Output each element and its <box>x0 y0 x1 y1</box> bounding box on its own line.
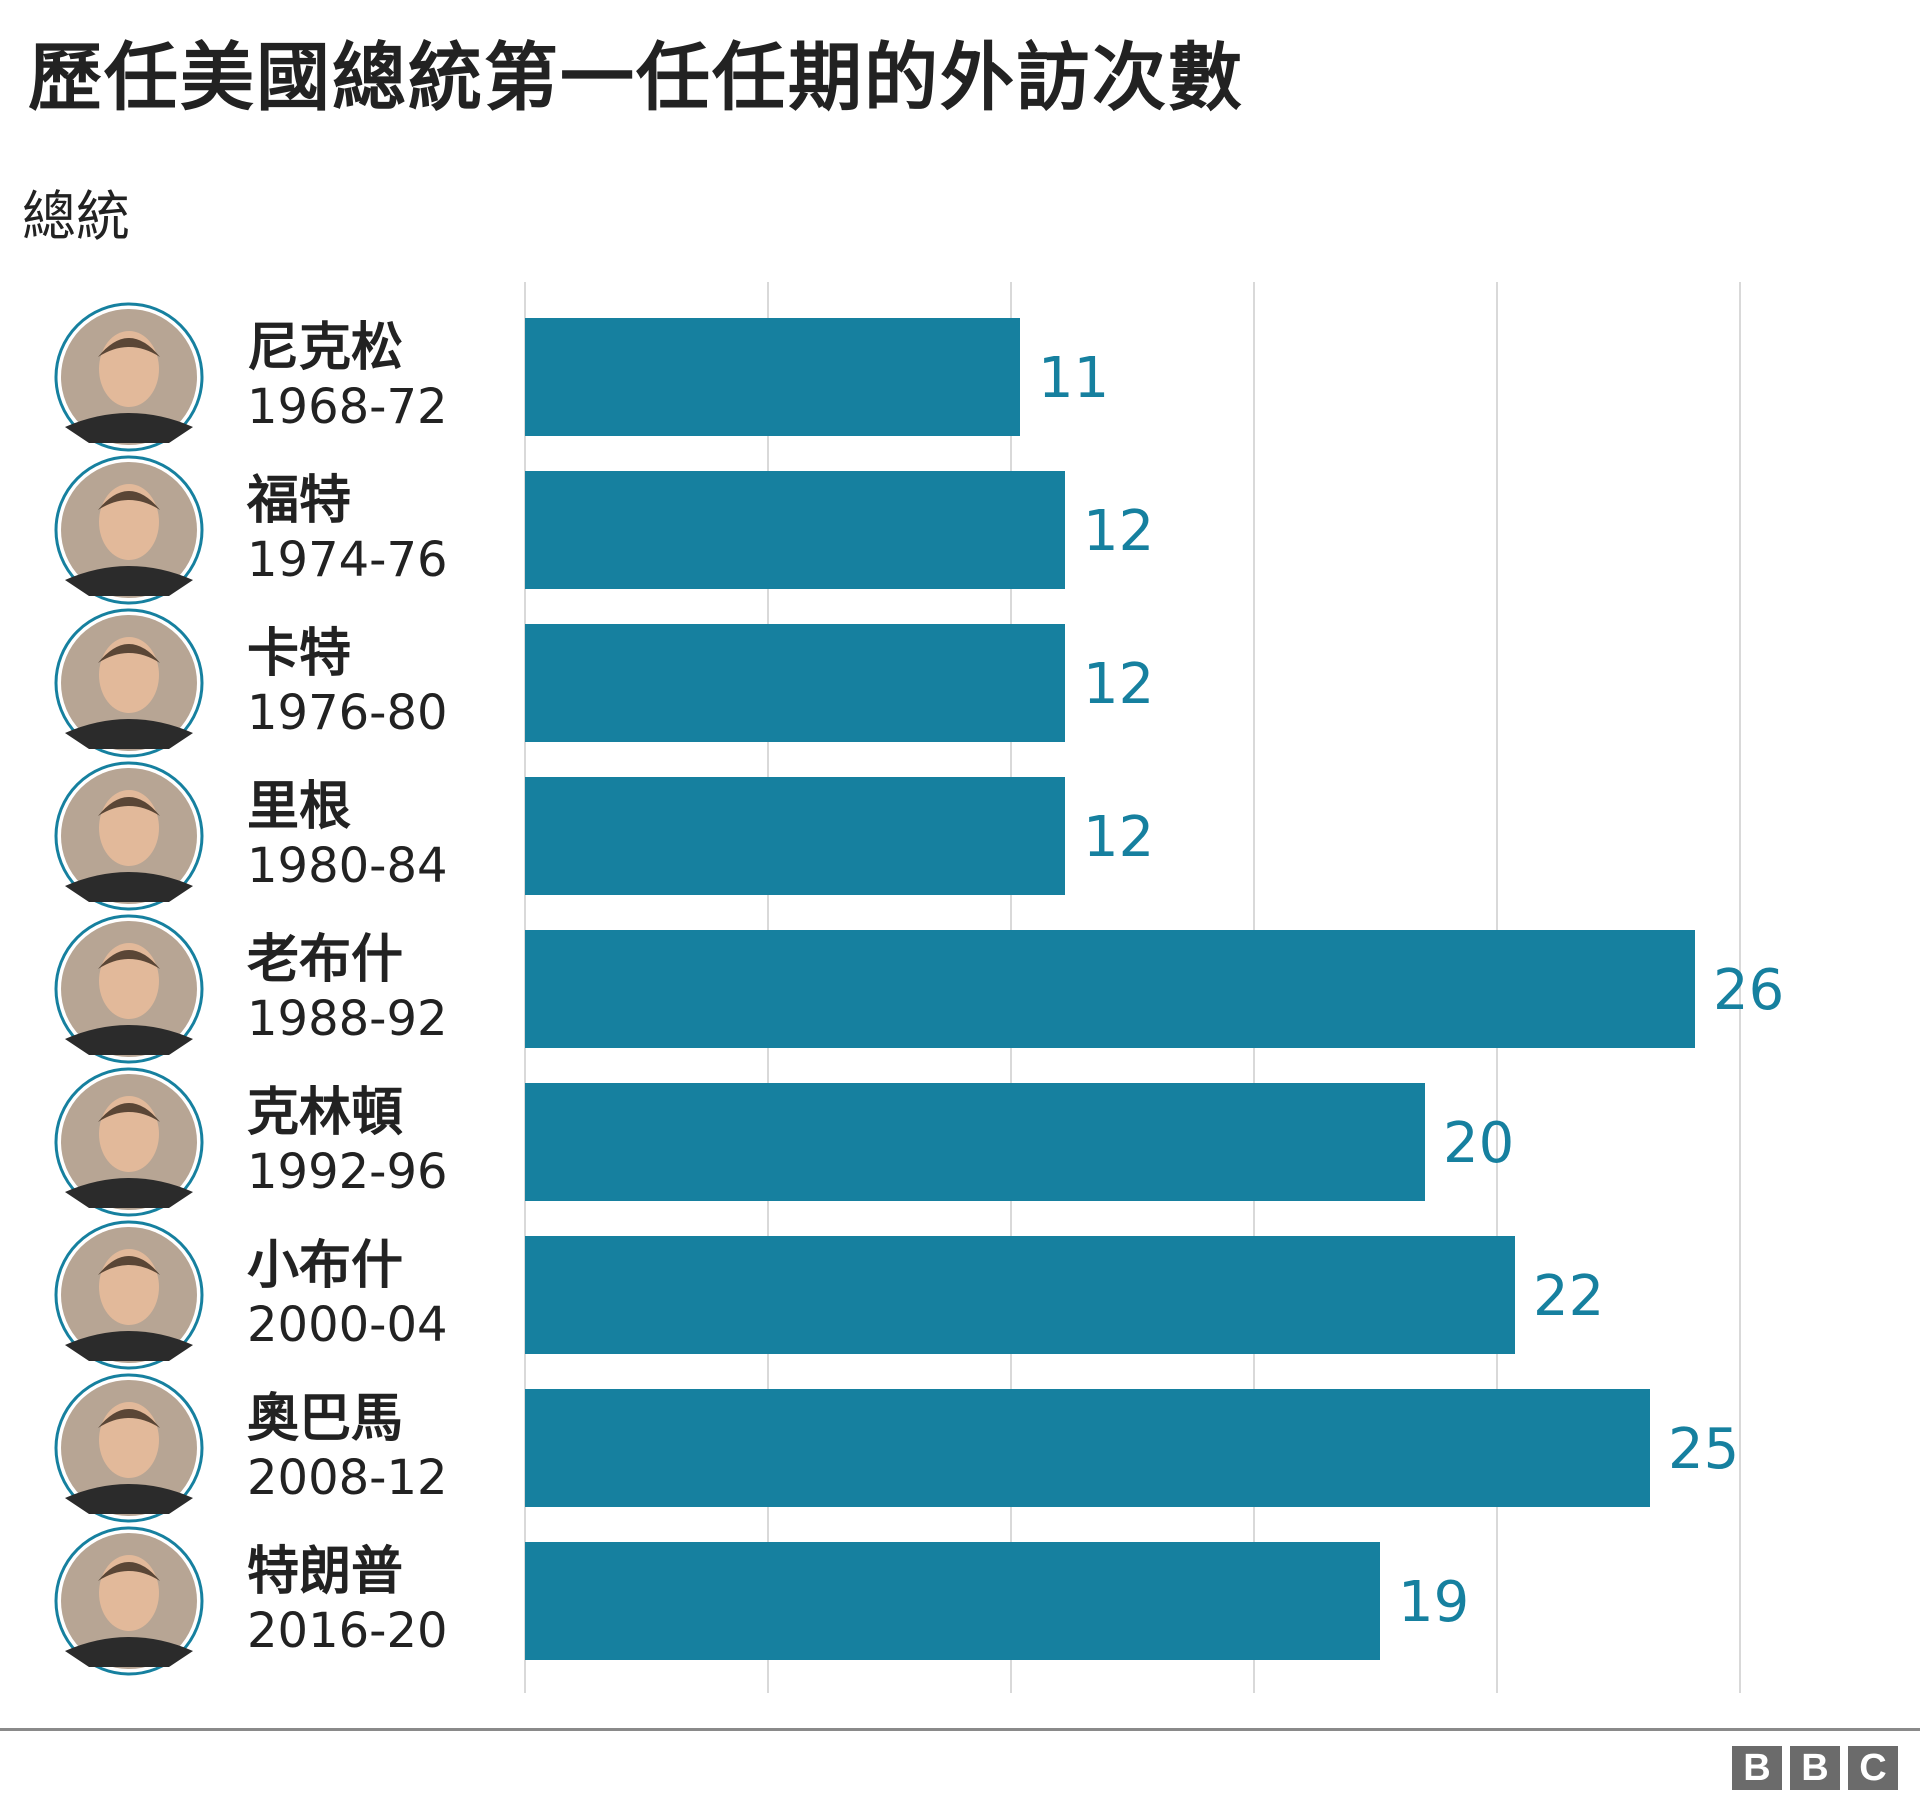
value-label: 19 <box>1398 1570 1469 1635</box>
president-avatar <box>54 608 204 758</box>
term-years: 1980-84 <box>247 838 448 894</box>
president-name: 尼克松 <box>247 318 403 378</box>
president-name: 特朗普 <box>247 1542 403 1602</box>
bar <box>525 318 1020 436</box>
term-years: 1976-80 <box>247 685 448 741</box>
president-avatar <box>54 1526 204 1676</box>
president-avatar <box>54 914 204 1064</box>
president-name: 小布什 <box>247 1236 403 1296</box>
chart-title: 歷任美國總統第一任任期的外訪次數 <box>28 35 1244 121</box>
president-column-label: 總統 <box>22 185 130 248</box>
value-label: 22 <box>1533 1264 1604 1329</box>
bar <box>525 1542 1380 1660</box>
president-avatar <box>54 1373 204 1523</box>
president-avatar <box>54 302 204 452</box>
term-years: 1968-72 <box>247 379 448 435</box>
bar <box>525 1236 1515 1354</box>
value-label: 26 <box>1713 958 1784 1023</box>
value-label: 20 <box>1443 1111 1514 1176</box>
president-name: 奧巴馬 <box>247 1389 403 1449</box>
president-name: 克林頓 <box>247 1083 403 1143</box>
value-label: 25 <box>1668 1417 1739 1482</box>
value-label: 12 <box>1083 805 1154 870</box>
bar <box>525 471 1065 589</box>
bar <box>525 1389 1650 1507</box>
president-avatar <box>54 1220 204 1370</box>
footer-divider <box>0 1728 1920 1731</box>
president-name: 福特 <box>246 471 351 531</box>
bbc-logo-letter: C <box>1848 1746 1898 1790</box>
value-label: 12 <box>1083 499 1154 564</box>
president-name: 老布什 <box>247 930 403 990</box>
term-years: 2008-12 <box>247 1450 448 1506</box>
bar <box>525 777 1065 895</box>
term-years: 2000-04 <box>247 1297 448 1353</box>
president-name: 里根 <box>247 777 351 837</box>
term-years: 2016-20 <box>247 1603 448 1659</box>
president-avatar <box>54 455 204 605</box>
president-avatar <box>54 761 204 911</box>
bbc-logo: B B C <box>1732 1746 1898 1790</box>
term-years: 1988-92 <box>247 991 448 1047</box>
bbc-logo-letter: B <box>1732 1746 1782 1790</box>
value-label: 12 <box>1083 652 1154 717</box>
president-avatar <box>54 1067 204 1217</box>
bar <box>525 1083 1425 1201</box>
bbc-logo-letter: B <box>1790 1746 1840 1790</box>
bar <box>525 930 1695 1048</box>
bar <box>525 624 1065 742</box>
term-years: 1974-76 <box>247 532 448 588</box>
president-name: 卡特 <box>247 624 351 684</box>
value-label: 11 <box>1038 346 1109 411</box>
term-years: 1992-96 <box>247 1144 448 1200</box>
